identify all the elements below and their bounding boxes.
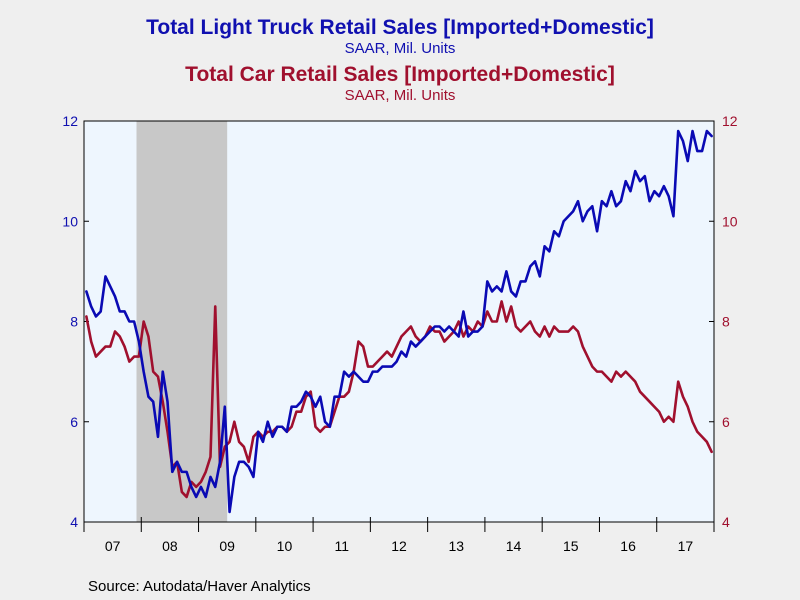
y-tick-label-left: 12	[62, 113, 78, 129]
series-line-light-truck	[85, 129, 713, 514]
y-tick-label-right: 8	[722, 314, 730, 330]
chart-subtitle-truck: SAAR, Mil. Units	[344, 40, 456, 57]
x-tick-label: 14	[506, 538, 522, 554]
x-tick-label: 15	[563, 538, 579, 554]
chart-title-car: Total Car Retail Sales [Imported+Domesti…	[185, 63, 615, 86]
y-tick-label-left: 6	[70, 414, 78, 430]
x-tick-label: 09	[219, 538, 235, 554]
y-tick-label-right: 4	[722, 514, 730, 530]
x-tick-label: 07	[105, 538, 121, 554]
x-tick-label: 13	[448, 538, 464, 554]
y-tick-label-left: 8	[70, 314, 78, 330]
chart-title-truck: Total Light Truck Retail Sales [Imported…	[146, 16, 654, 39]
y-tick-label-right: 12	[722, 113, 738, 129]
x-tick-label: 12	[391, 538, 407, 554]
x-tick-label: 16	[620, 538, 636, 554]
plot-border	[83, 120, 715, 523]
x-tick-label: 11	[334, 538, 349, 554]
source-note: Source: Autodata/Haver Analytics	[88, 578, 311, 595]
y-tick-label-right: 10	[722, 213, 738, 229]
x-tick-label: 10	[277, 538, 293, 554]
recession-shading	[136, 121, 228, 522]
chart-subtitle-car: SAAR, Mil. Units	[344, 87, 456, 104]
y-tick-label-right: 6	[722, 414, 730, 430]
x-tick-label: 17	[678, 538, 694, 554]
x-tick-label: 08	[162, 538, 178, 554]
y-tick-label-left: 10	[62, 213, 78, 229]
y-tick-label-left: 4	[70, 514, 78, 530]
